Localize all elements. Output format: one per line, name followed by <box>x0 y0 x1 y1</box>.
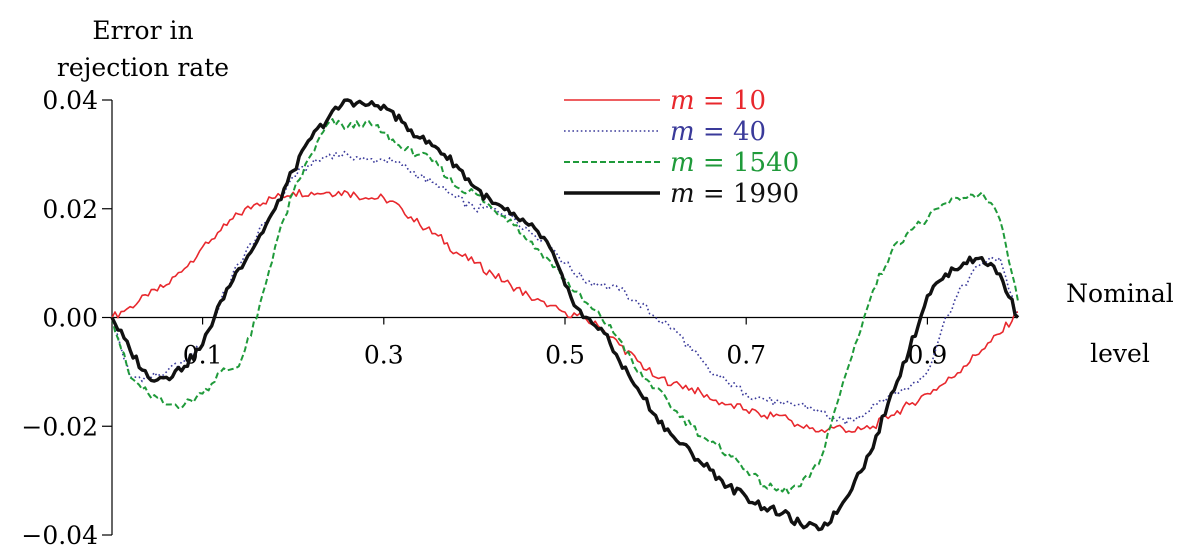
series-group <box>110 98 1020 532</box>
series-line <box>111 118 1019 495</box>
series-line <box>111 150 1019 426</box>
series-line <box>110 98 1020 532</box>
legend-entry: m = 10 <box>670 86 766 116</box>
y-axis-title-line1: Error in <box>92 16 193 45</box>
x-axis-title-line2: level <box>1090 339 1150 368</box>
y-tick-label: 0.00 <box>42 304 98 333</box>
x-tick-label: 0.3 <box>364 341 404 370</box>
legend-entry: m = 1990 <box>670 179 799 209</box>
y-tick-label: 0.04 <box>42 86 98 115</box>
x-tick-label: 0.5 <box>545 341 585 370</box>
x-axis-title-line1: Nominal <box>1066 279 1174 308</box>
y-tick-label: 0.02 <box>42 195 98 224</box>
y-ticks: 0.04 0.02 0.00 −0.02 −0.04 <box>21 86 112 546</box>
y-tick-label: −0.04 <box>21 521 98 546</box>
legend-entry: m = 1540 <box>670 148 799 178</box>
x-tick-label: 0.9 <box>908 341 948 370</box>
series-line <box>111 188 1019 434</box>
x-ticks: 0.1 0.3 0.5 0.7 0.9 <box>183 317 948 370</box>
legend-entry: m = 40 <box>670 117 766 147</box>
x-axis-title: Nominal level <box>1066 279 1174 368</box>
y-axis-title: Error in rejection rate <box>57 16 229 82</box>
y-axis-title-line2: rejection rate <box>57 53 229 82</box>
y-tick-label: −0.02 <box>21 412 98 441</box>
x-tick-label: 0.7 <box>726 341 766 370</box>
